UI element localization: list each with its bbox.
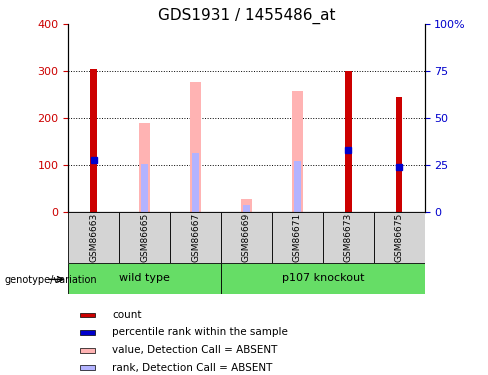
- Bar: [142, 164, 148, 212]
- Bar: [396, 97, 403, 212]
- Bar: [272, 212, 323, 262]
- Text: GSM86667: GSM86667: [191, 213, 200, 262]
- Text: GSM86663: GSM86663: [89, 213, 98, 262]
- Bar: [374, 212, 425, 262]
- Text: GSM86669: GSM86669: [242, 213, 251, 262]
- Title: GDS1931 / 1455486_at: GDS1931 / 1455486_at: [158, 8, 335, 24]
- Bar: [345, 71, 351, 212]
- Bar: [241, 199, 252, 212]
- Text: GSM86671: GSM86671: [293, 213, 302, 262]
- Bar: [294, 161, 301, 212]
- Text: rank, Detection Call = ABSENT: rank, Detection Call = ABSENT: [112, 363, 273, 372]
- Bar: [221, 262, 425, 294]
- Bar: [192, 153, 199, 212]
- Bar: [68, 262, 221, 294]
- Bar: [170, 212, 221, 262]
- Bar: [68, 212, 119, 262]
- Bar: [292, 91, 303, 212]
- Bar: [81, 348, 95, 352]
- Bar: [119, 212, 170, 262]
- Text: GSM86675: GSM86675: [395, 213, 404, 262]
- Text: GSM86665: GSM86665: [140, 213, 149, 262]
- Bar: [190, 82, 201, 212]
- Bar: [221, 212, 272, 262]
- Text: value, Detection Call = ABSENT: value, Detection Call = ABSENT: [112, 345, 278, 355]
- Text: p107 knockout: p107 knockout: [282, 273, 364, 284]
- Text: GSM86673: GSM86673: [344, 213, 353, 262]
- Bar: [243, 205, 250, 212]
- Text: percentile rank within the sample: percentile rank within the sample: [112, 327, 288, 337]
- Bar: [81, 313, 95, 317]
- Bar: [323, 212, 374, 262]
- Text: count: count: [112, 310, 142, 320]
- Text: genotype/variation: genotype/variation: [5, 275, 98, 285]
- Bar: [139, 123, 150, 212]
- Text: wild type: wild type: [119, 273, 170, 284]
- Bar: [90, 69, 97, 212]
- Bar: [81, 330, 95, 334]
- Bar: [81, 365, 95, 370]
